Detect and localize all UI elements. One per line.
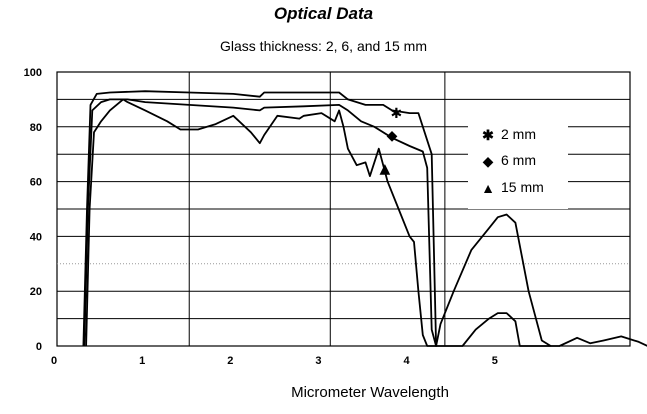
x-tick-label: 5	[492, 355, 498, 367]
y-tick-label: 0	[36, 341, 42, 353]
series-line-0	[82, 90, 437, 347]
y-tick-label: 100	[24, 67, 42, 79]
x-tick-label: 2	[227, 355, 233, 367]
legend-label-2mm: 2 mm	[501, 126, 536, 142]
x-tick-label: 4	[404, 355, 411, 367]
asterisk-marker-icon: ✱	[391, 106, 403, 122]
chart-title: Optical Data	[273, 4, 374, 23]
x-axis-label: Micrometer Wavelength	[291, 384, 449, 401]
y-tick-label: 60	[30, 177, 42, 189]
x-tick-label: 0	[51, 355, 57, 367]
legend-label-15mm: 15 mm	[501, 179, 544, 195]
legend-label-6mm: 6 mm	[501, 152, 536, 168]
x-tick-label: 1	[139, 355, 145, 367]
y-tick-label: 80	[30, 122, 42, 134]
chart-subtitle: Glass thickness: 2, 6, and 15 mm	[220, 38, 427, 54]
legend-box	[468, 117, 568, 209]
legend-asterisk-icon: ✱	[482, 127, 494, 143]
triangle-marker-icon: ▲	[380, 161, 391, 177]
series-line-2	[85, 98, 647, 347]
series-line-1	[83, 98, 552, 347]
y-tick-label: 20	[30, 286, 42, 298]
legend-diamond-icon: ◆	[483, 153, 494, 169]
y-tick-label: 40	[30, 231, 42, 243]
diamond-marker-icon: ◆	[387, 128, 398, 144]
x-tick-label: 3	[315, 355, 321, 367]
legend-triangle-icon: ▲	[481, 180, 495, 196]
